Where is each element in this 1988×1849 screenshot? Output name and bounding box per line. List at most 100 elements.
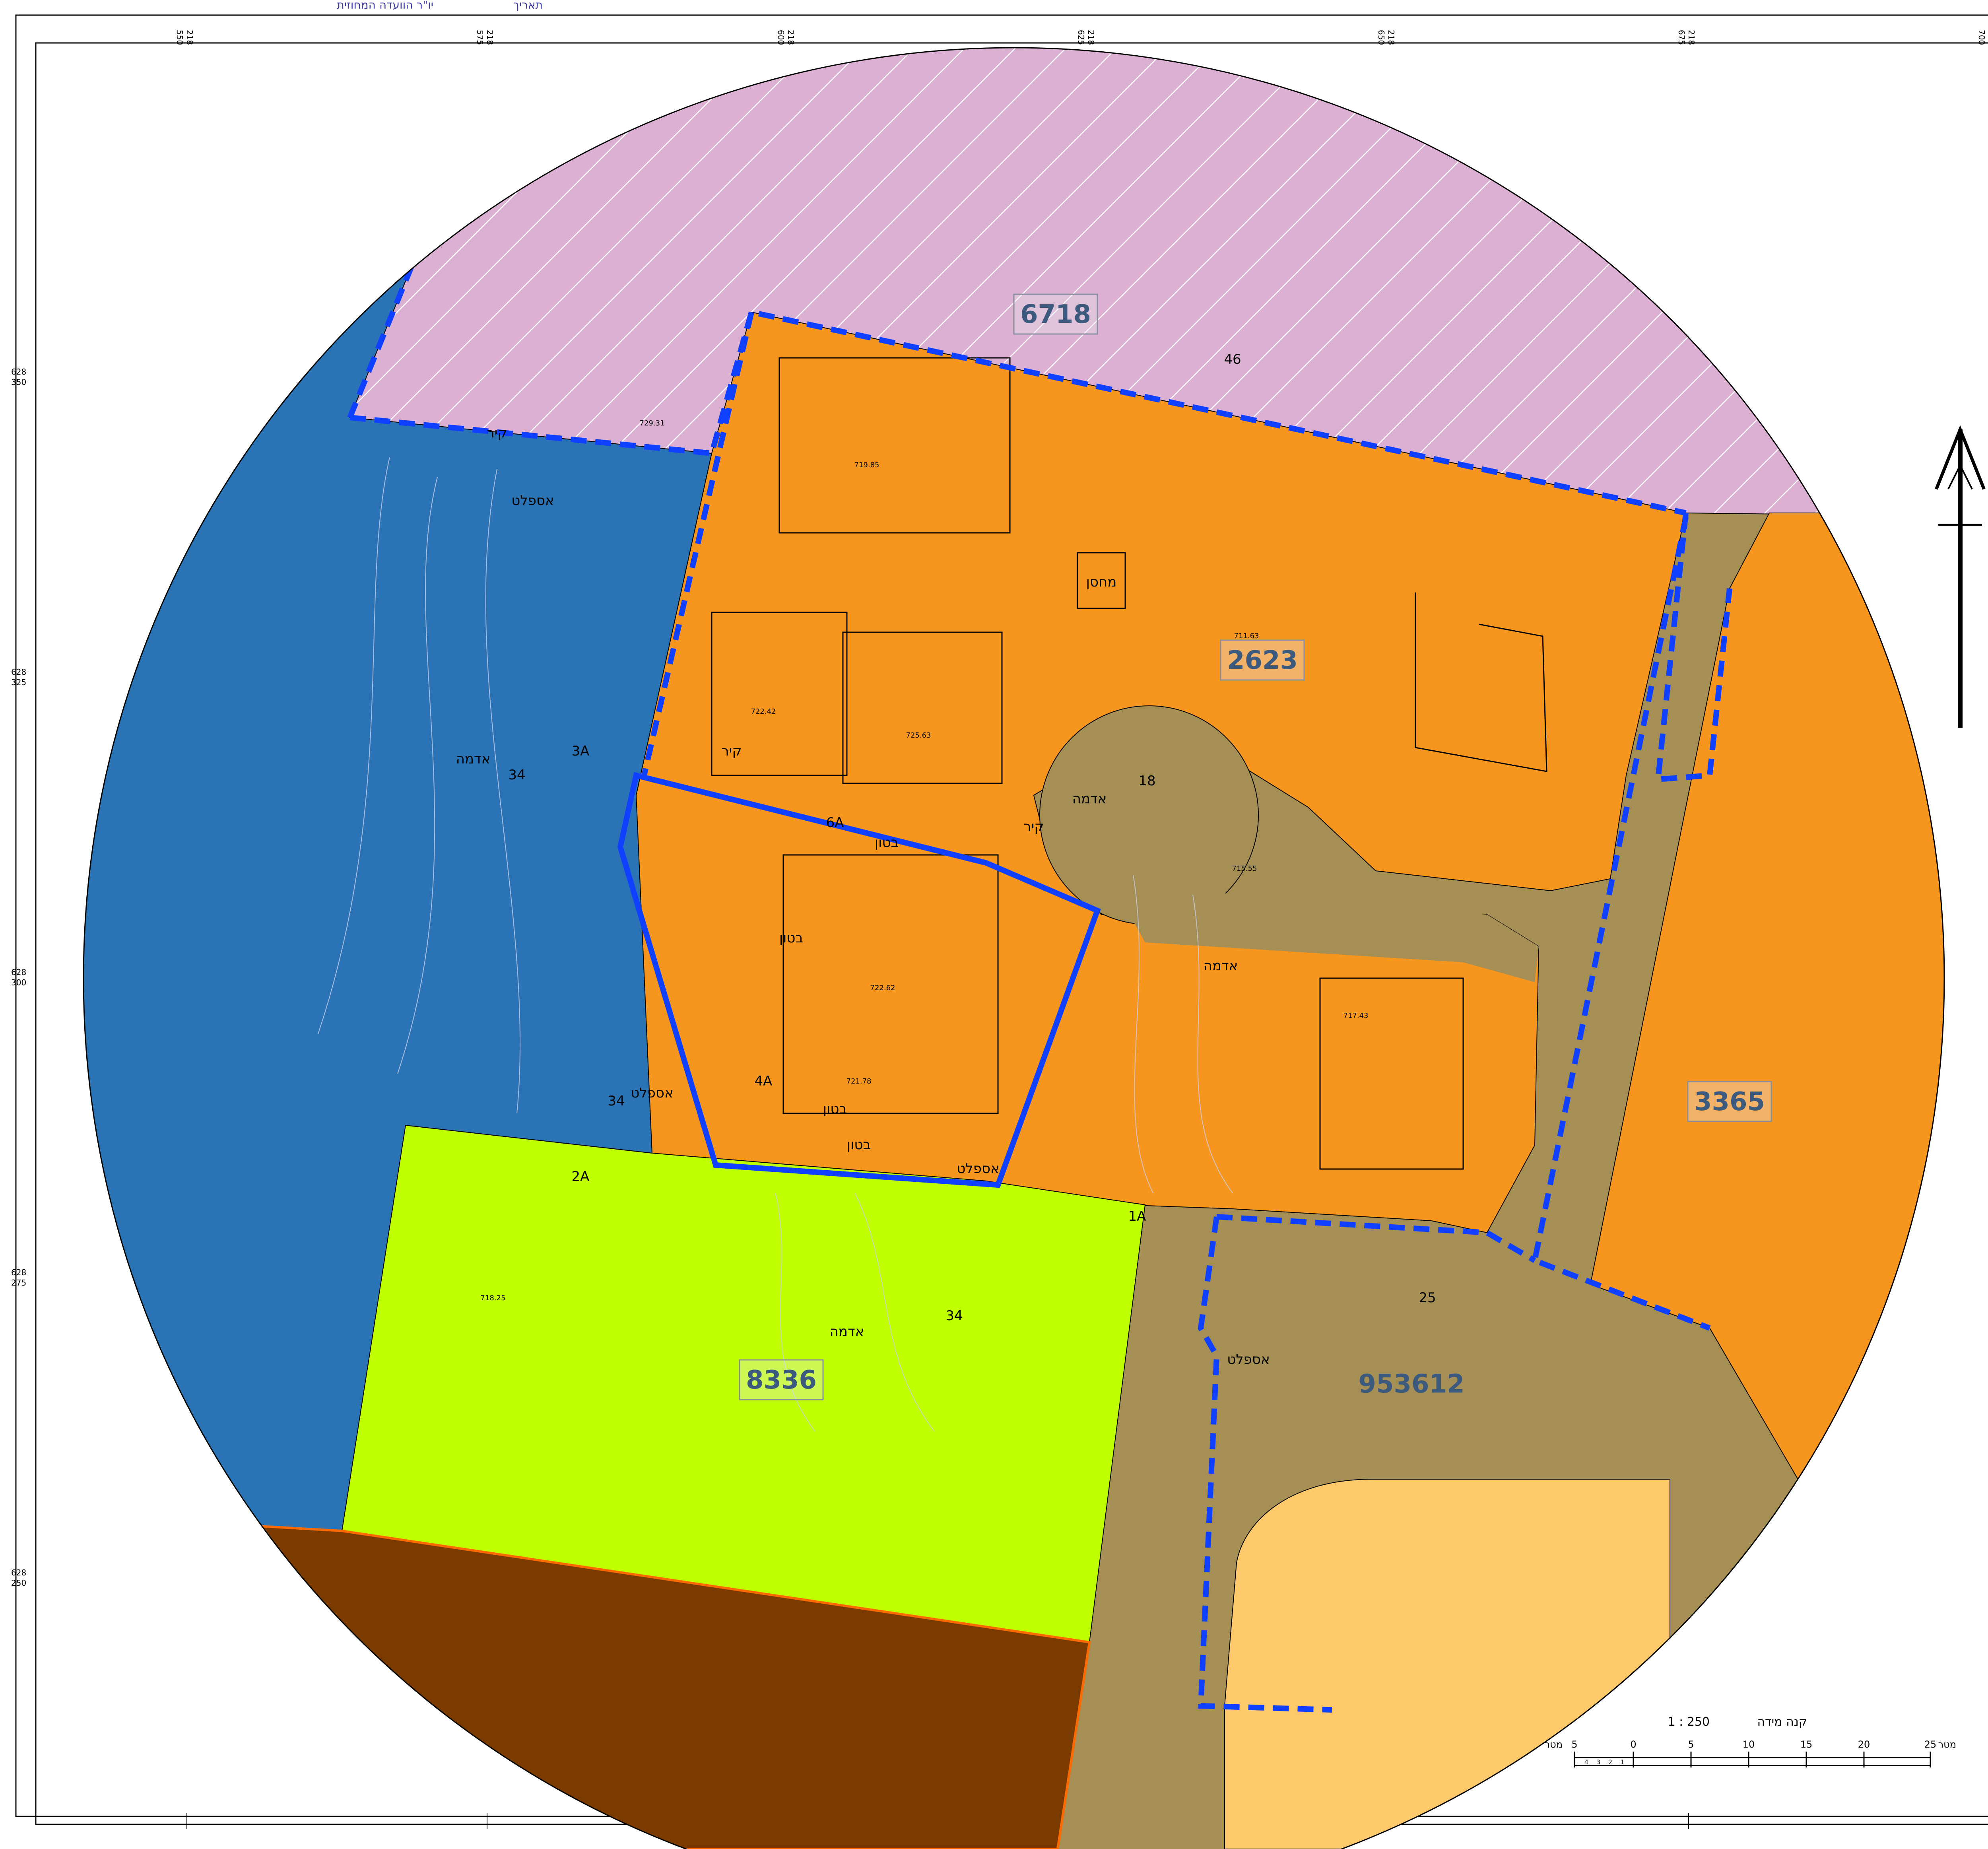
grid-left-1a: 628 <box>11 367 26 377</box>
grid-labels-top: 218 550 218 575 218 600 218 625 218 650 … <box>175 30 1988 45</box>
north-arrow-icon <box>1935 425 1986 728</box>
grid-top-2a: 218 <box>485 30 495 45</box>
plan-boundary <box>617 772 1101 1188</box>
elev-3: 722.42 <box>751 707 776 716</box>
dashed-east-1 <box>1655 513 1732 783</box>
parcel-2623-text: 2623 <box>1227 646 1298 675</box>
scale-sub-1: 3 <box>1596 1758 1600 1766</box>
grid-top-2b: 575 <box>475 30 485 45</box>
parcel-8336-text: 8336 <box>746 1365 817 1395</box>
dashed-east-2 <box>1531 516 1711 1331</box>
elev-9: 711.63 <box>1234 632 1259 640</box>
elev-7: 715.55 <box>1232 864 1257 873</box>
scale-sub-0: 4 <box>1584 1758 1588 1766</box>
elev-1: 729.31 <box>640 419 665 427</box>
grid-left-4a: 628 <box>11 1268 26 1277</box>
grid-left-4b: 275 <box>11 1278 26 1288</box>
road-strip <box>1105 871 1539 982</box>
parcel-6718-text: 6718 <box>1020 300 1091 329</box>
concrete-label-1: בטון <box>875 835 899 851</box>
grid-top-5a: 218 <box>1386 30 1396 45</box>
date-label: תאריך <box>513 0 543 12</box>
scale-sub-3: 1 <box>1620 1758 1624 1766</box>
scale-ratio: 1 : 250 <box>1668 1715 1710 1729</box>
soil-label-3: אדמה <box>830 1324 864 1340</box>
zone-light-orange <box>1224 1479 1670 1849</box>
map-circle-outline <box>83 47 1945 1849</box>
grid-top-4a: 218 <box>1086 30 1096 45</box>
scale-tick-6: 25 <box>1924 1739 1937 1750</box>
grid-left-5b: 250 <box>11 1578 26 1588</box>
grid-top-3a: 218 <box>786 30 796 45</box>
committee-label: יו"ר הוועדה המחוזית <box>337 0 433 12</box>
grid-left-3a: 628 <box>11 967 26 977</box>
storage-box <box>1077 552 1126 609</box>
block-18: 18 <box>1138 773 1155 789</box>
block-46: 46 <box>1224 352 1241 367</box>
grid-top-1b: 550 <box>175 30 184 45</box>
grid-left-1b: 350 <box>11 377 26 387</box>
parcel-label-3365[interactable]: 3365 <box>1687 1081 1772 1122</box>
concrete-label-3: בטון <box>823 1101 847 1117</box>
soil-label-1: אדמה <box>1072 791 1107 807</box>
parcel-953612-text: 953612 <box>1358 1369 1464 1399</box>
soil-label-2: אדמה <box>1204 958 1238 974</box>
scale-tick-4: 15 <box>1800 1739 1813 1750</box>
grid-top-6b: 675 <box>1677 30 1686 45</box>
elev-2: 719.85 <box>854 461 879 469</box>
scale-unit-left: מטר <box>1545 1739 1563 1750</box>
wall-label-3: קיר <box>1024 819 1044 835</box>
building-4 <box>782 854 999 1114</box>
storage-label: מחסן <box>1086 574 1117 590</box>
parcel-3365-text: 3365 <box>1694 1087 1765 1117</box>
wall-label-1: קיר <box>487 425 507 441</box>
dashed-boundaries <box>347 221 1732 1713</box>
grid-top-7a: 218 <box>1987 30 1988 45</box>
dashed-south-west <box>1198 1216 1332 1713</box>
asphalt-label-1: אספלט <box>511 493 554 509</box>
building-3 <box>842 631 1003 784</box>
parcel-label-8336[interactable]: 8336 <box>739 1359 824 1400</box>
grid-left-2a: 628 <box>11 667 26 677</box>
dashed-north <box>349 309 1687 516</box>
grid-top-1a: 218 <box>185 30 194 45</box>
asphalt-label-2: אספלט <box>631 1085 673 1101</box>
contours <box>318 457 1233 1432</box>
code-3a: 3A <box>572 743 590 759</box>
asphalt-label-3: אספלט <box>1227 1352 1270 1367</box>
buildings <box>711 357 1547 1170</box>
grid-top-5b: 650 <box>1376 30 1386 45</box>
parcel-label-6718[interactable]: 6718 <box>1013 293 1098 335</box>
block-34-b: 34 <box>608 1093 625 1109</box>
grid-top-4b: 625 <box>1076 30 1086 45</box>
grid-top-3b: 600 <box>776 30 786 45</box>
scale-unit-right: מטר <box>1938 1739 1956 1750</box>
map-labels: מחסן אדמה אדמה אדמה אדמה אספלט אספלט אספ… <box>456 352 1436 1367</box>
elev-4: 725.63 <box>906 731 931 740</box>
code-6a: 6A <box>826 815 844 831</box>
grid-left-3b: 300 <box>11 978 26 987</box>
block-34-a: 34 <box>508 767 525 783</box>
dashed-south <box>1216 1214 1536 1263</box>
asphalt-label-4: אספלט <box>957 1161 999 1177</box>
code-1a: 1A <box>1128 1208 1146 1224</box>
grid-left-2b: 325 <box>11 678 26 687</box>
code-4a: 4A <box>755 1073 773 1089</box>
building-5 <box>1319 977 1464 1170</box>
grid-top-7b: 700 <box>1977 30 1986 45</box>
parcel-label-953612[interactable]: 953612 <box>1358 1369 1464 1399</box>
scale-sub-2: 2 <box>1608 1758 1612 1766</box>
soil-label-4: אדמה <box>456 751 491 767</box>
elev-8: 717.43 <box>1343 1012 1369 1020</box>
grid-top-6a: 218 <box>1687 30 1696 45</box>
parcel-label-2623[interactable]: 2623 <box>1220 639 1305 681</box>
scale-title: קנה מידה <box>1757 1715 1807 1729</box>
grid-left-5a: 628 <box>11 1568 26 1577</box>
building-2 <box>711 612 848 776</box>
scale-bar: קנה מידה 1 : 250 מטר מטר 5 0 5 10 15 20 … <box>1545 1715 1956 1767</box>
code-2a: 2A <box>572 1169 590 1185</box>
scale-tick-3: 10 <box>1743 1739 1755 1750</box>
wall-label-2: קיר <box>722 743 742 759</box>
